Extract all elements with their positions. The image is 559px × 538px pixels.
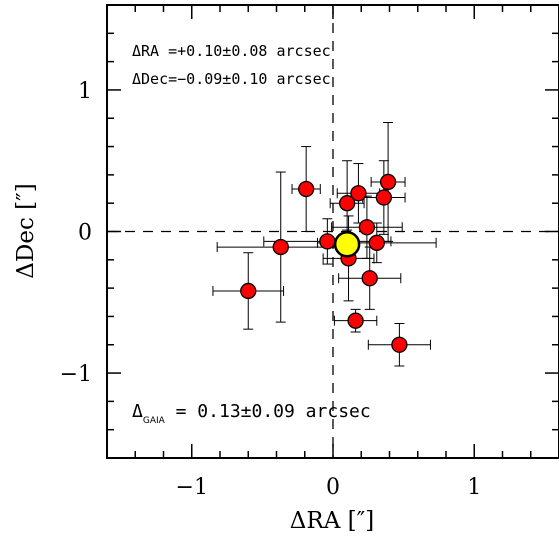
data-point <box>362 271 377 286</box>
data-point <box>376 190 391 205</box>
x-tick-labels: −1 0 1 <box>176 475 482 500</box>
data-point <box>273 240 288 255</box>
y-tick-label: 1 <box>78 79 92 104</box>
data-point <box>320 234 335 249</box>
annotation-gaia-value: = 0.13±0.09 arcsec <box>165 401 371 422</box>
data-points <box>241 174 407 352</box>
y-tick-label: 0 <box>78 221 92 246</box>
annotation-gaia: ΔGAIA = 0.13±0.09 arcsec <box>132 401 371 426</box>
data-point <box>348 313 363 328</box>
y-tick-labels: −1 0 1 <box>60 79 92 387</box>
data-point <box>381 174 396 189</box>
data-point <box>392 337 407 352</box>
x-tick-label: 1 <box>467 475 481 500</box>
data-point <box>359 220 374 235</box>
data-point <box>369 235 384 250</box>
x-axis-title: ΔRA [″] <box>290 508 374 534</box>
annotation-dra: ΔRA =+0.10±0.08 arcsec <box>132 42 331 60</box>
data-point <box>241 283 256 298</box>
y-axis-title: ΔDec [″] <box>13 183 39 278</box>
x-tick-label: −1 <box>176 475 208 500</box>
annotation-gaia-delta: Δ <box>132 401 143 422</box>
data-point <box>351 186 366 201</box>
gaia-point <box>335 232 359 256</box>
data-point <box>299 182 314 197</box>
y-tick-label: −1 <box>60 362 92 387</box>
annotation-ddec: ΔDec=−0.09±0.10 arcsec <box>132 70 331 88</box>
annotation-gaia-subscript: GAIA <box>143 416 166 426</box>
x-tick-label: 0 <box>326 475 340 500</box>
